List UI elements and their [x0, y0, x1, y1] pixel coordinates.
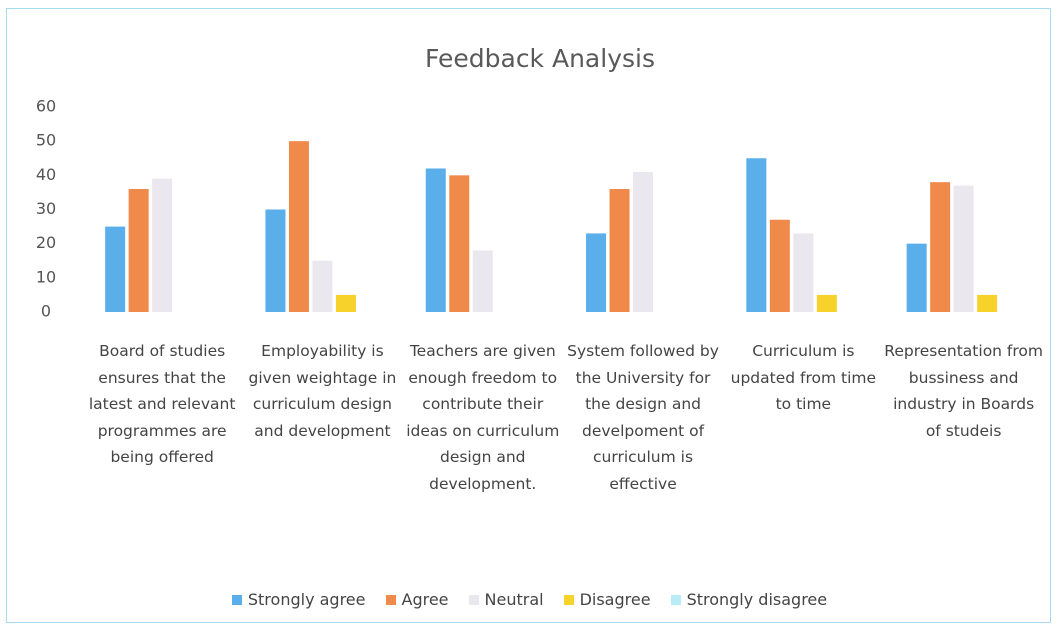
x-tick-label: Teachers are given enough freedom to con…	[406, 342, 560, 493]
bar	[746, 158, 767, 312]
legend: Strongly agree Agree Neutral Disagree Strong…	[0, 590, 1059, 609]
legend-label: Strongly agree	[247, 590, 366, 609]
x-tick-label: Employability is given weightage in curr…	[248, 342, 397, 440]
y-tick-label: 0	[41, 302, 51, 321]
bar	[977, 294, 998, 312]
bar	[425, 168, 446, 312]
bar	[953, 185, 974, 312]
legend-swatch	[670, 594, 681, 605]
legend-item: Agree	[385, 590, 449, 609]
legend-label: Agree	[401, 590, 449, 609]
bar	[609, 189, 630, 312]
bar	[472, 250, 493, 312]
bar	[449, 175, 470, 312]
bar	[586, 233, 607, 312]
bar	[288, 141, 309, 312]
bar	[906, 243, 927, 312]
chart-border	[6, 8, 1051, 623]
x-tick-label: Board of studies ensures that the latest…	[88, 342, 236, 466]
y-tick-label: 30	[36, 199, 56, 218]
y-tick-label: 60	[36, 97, 56, 116]
legend-item: Strongly disagree	[670, 590, 828, 609]
legend-swatch	[468, 594, 479, 605]
y-tick-label: 50	[36, 131, 56, 150]
bar	[152, 178, 173, 312]
bar	[128, 189, 149, 312]
legend-item: Strongly agree	[231, 590, 366, 609]
x-tick-label: Curriculum is updated from time to time	[730, 342, 877, 413]
legend-label: Disagree	[579, 590, 651, 609]
bar	[769, 219, 790, 312]
bar	[335, 294, 356, 312]
bar	[105, 226, 126, 312]
legend-label: Strongly disagree	[686, 590, 828, 609]
legend-swatch	[385, 594, 396, 605]
x-tick-label: System followed by the University for th…	[567, 342, 719, 493]
bar	[633, 171, 654, 312]
bar	[816, 294, 837, 312]
y-tick-label: 40	[36, 165, 56, 184]
y-tick-label: 20	[36, 233, 56, 252]
legend-item: Disagree	[563, 590, 651, 609]
chart-title: Feedback Analysis	[425, 44, 655, 73]
legend-swatch	[563, 594, 574, 605]
legend-swatch	[231, 594, 242, 605]
legend-item: Neutral	[468, 590, 544, 609]
legend-label: Neutral	[484, 590, 544, 609]
bar	[793, 233, 814, 312]
bar	[312, 260, 333, 312]
x-tick-label: Representation from bussiness and indust…	[884, 342, 1043, 440]
bar	[265, 209, 286, 312]
bar	[930, 182, 951, 312]
y-tick-label: 10	[36, 267, 56, 286]
